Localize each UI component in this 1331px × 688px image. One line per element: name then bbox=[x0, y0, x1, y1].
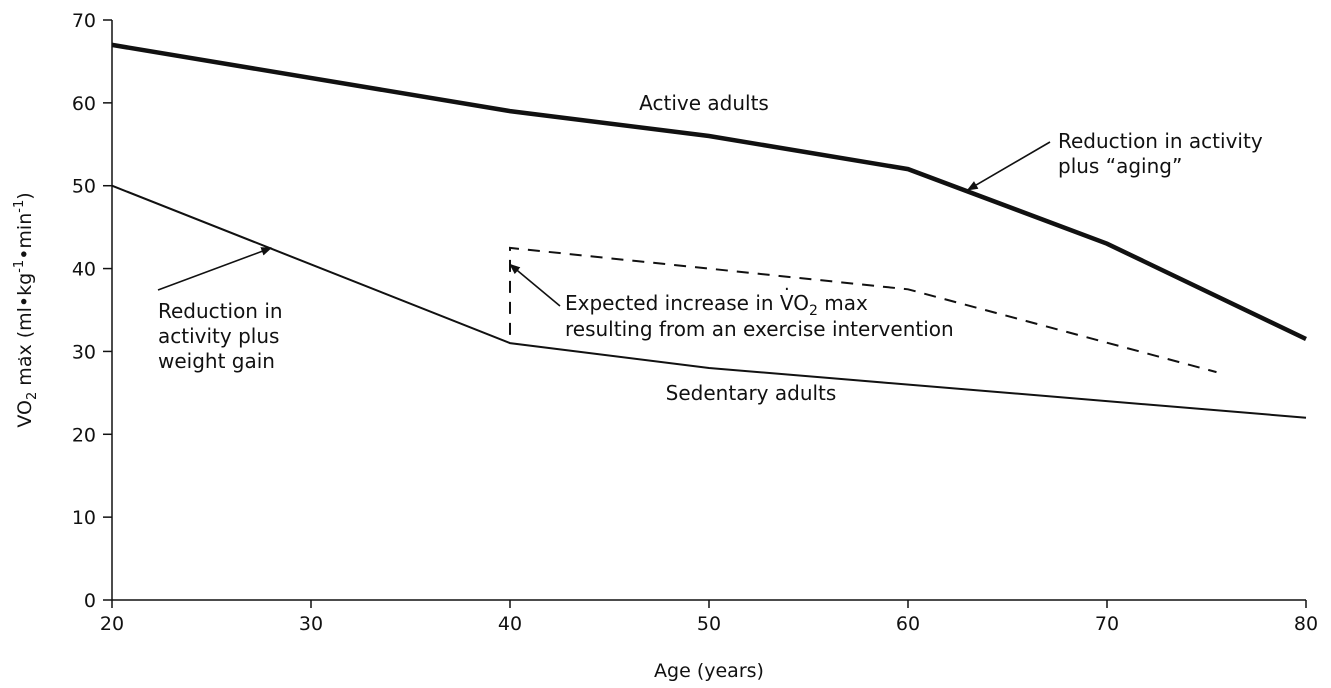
series-active-adults bbox=[111, 42, 1307, 342]
intervention-annotation-line-2: resulting from an exercise intervention bbox=[565, 317, 954, 341]
weight-gain-arrow bbox=[157, 247, 273, 291]
y-title-sub: 2 bbox=[25, 392, 40, 400]
y-tick-label-6: 60 bbox=[72, 93, 96, 115]
intervention-prefix: Expected increase in bbox=[565, 291, 780, 315]
y-axis-title: VO2 max (ml•kg-1•min-1) bbox=[12, 192, 40, 427]
y-tick-label-1: 10 bbox=[72, 507, 96, 529]
y-title-v: V bbox=[14, 415, 36, 428]
y-title-bullet-2: • bbox=[14, 249, 36, 260]
y-tick-label-0: 0 bbox=[84, 590, 96, 612]
y-title-exp-1: -1 bbox=[12, 260, 27, 273]
annotation-arrows: · bbox=[157, 141, 1051, 307]
y-title-kg: kg bbox=[14, 273, 36, 296]
weight-line-2: activity plus bbox=[158, 324, 279, 348]
x-tick-label-1: 30 bbox=[299, 613, 323, 635]
intervention-arrow bbox=[509, 263, 561, 307]
y-axis-ticks: 0 10 20 30 40 50 60 70 bbox=[72, 10, 112, 612]
intervention-v-dot: · bbox=[784, 279, 790, 300]
weight-line-1: Reduction in bbox=[158, 299, 283, 323]
y-title-o: O bbox=[14, 400, 36, 415]
aging-line-2: plus “aging” bbox=[1058, 154, 1182, 178]
intervention-annotation-line-1: Expected increase in VO2 max bbox=[565, 291, 868, 319]
x-tick-label-0: 20 bbox=[100, 613, 124, 635]
series-layer bbox=[111, 42, 1307, 419]
intervention-suffix: max bbox=[818, 291, 868, 315]
y-tick-label-7: 70 bbox=[72, 10, 96, 32]
aging-annotation: Reduction in activity plus “aging” bbox=[1058, 129, 1269, 178]
x-axis-ticks: 20 30 40 50 60 70 80 bbox=[100, 600, 1318, 635]
x-tick-label-4: 60 bbox=[896, 613, 920, 635]
x-tick-label-3: 50 bbox=[697, 613, 721, 635]
aging-line-1: Reduction in activity bbox=[1058, 129, 1263, 153]
y-tick-label-4: 40 bbox=[72, 259, 96, 281]
y-title-rest: max (ml bbox=[14, 307, 36, 392]
y-title-exp-2: -1 bbox=[12, 200, 27, 213]
intervention-o: O bbox=[793, 291, 809, 315]
intervention-sub: 2 bbox=[809, 303, 818, 319]
x-tick-label-5: 70 bbox=[1095, 613, 1119, 635]
series-sedentary-adults bbox=[111, 184, 1307, 419]
weight-line-3: weight gain bbox=[158, 349, 275, 373]
y-title-bullet-1: • bbox=[14, 296, 36, 307]
weight-gain-annotation: Reduction in activity plus weight gain bbox=[158, 299, 289, 373]
y-tick-label-5: 50 bbox=[72, 176, 96, 198]
intervention-v: V bbox=[780, 291, 794, 315]
x-tick-label-2: 40 bbox=[498, 613, 522, 635]
y-tick-label-3: 30 bbox=[72, 341, 96, 363]
aging-arrow bbox=[966, 141, 1051, 191]
y-title-close: ) bbox=[14, 192, 36, 199]
y-title-v-dot: · bbox=[17, 352, 21, 368]
y-title-min: min bbox=[14, 213, 36, 249]
x-axis-title: Age (years) bbox=[654, 660, 764, 682]
active-adults-label: Active adults bbox=[639, 91, 769, 115]
sedentary-adults-label: Sedentary adults bbox=[666, 381, 837, 405]
series-exercise-intervention bbox=[509, 246, 1217, 374]
y-tick-label-2: 20 bbox=[72, 424, 96, 446]
x-tick-label-6: 80 bbox=[1294, 613, 1318, 635]
